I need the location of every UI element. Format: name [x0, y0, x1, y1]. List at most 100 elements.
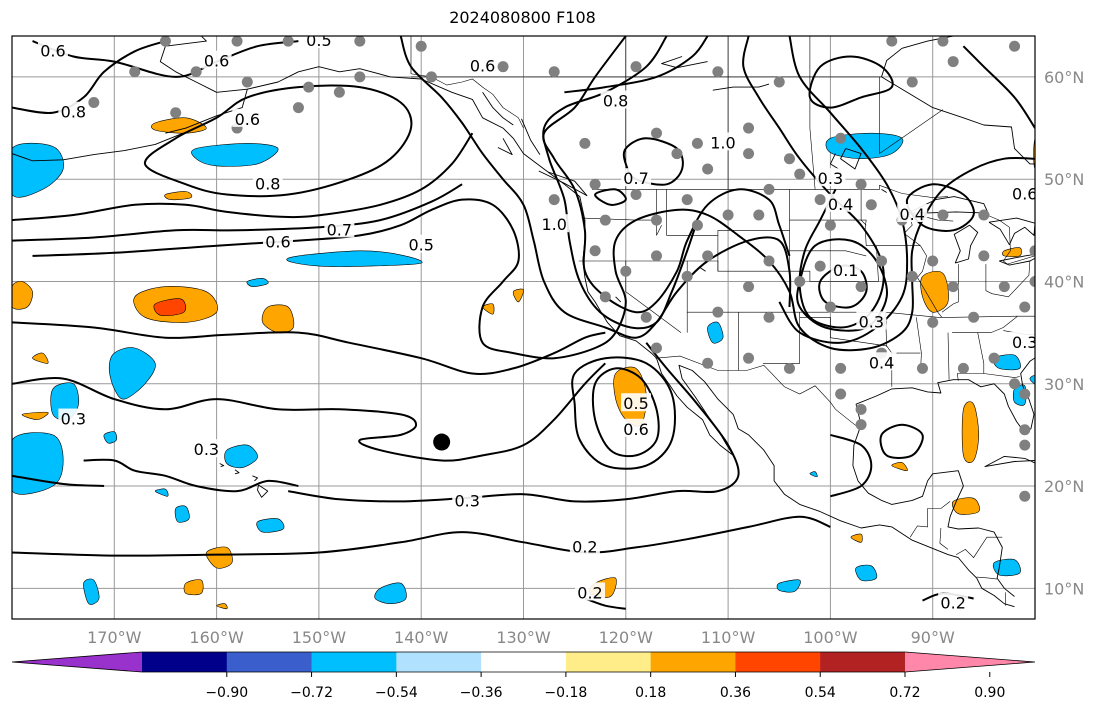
- lon-tick-label: 170°W: [87, 628, 142, 647]
- station-dot: [650, 342, 662, 354]
- axis-labels: 170°W 160°W 150°W 140°W 130°W 120°W 110°W 100°W…: [87, 68, 1084, 647]
- contour-label: 0.3: [61, 410, 86, 429]
- coastline: [615, 296, 622, 303]
- border-line: [983, 373, 1020, 378]
- anomaly-patch: [482, 303, 495, 315]
- station-dot: [548, 66, 560, 78]
- anomaly-patch: [891, 462, 908, 472]
- station-dot: [835, 362, 847, 374]
- contour-label: 0.6: [204, 52, 229, 71]
- contour-label-bg: [58, 101, 89, 120]
- coastline: [712, 83, 770, 91]
- station-dot: [1009, 378, 1021, 390]
- colorbar-tick-label: −0.72: [290, 685, 333, 701]
- lat-tick-label: 30°N: [1044, 375, 1084, 394]
- station-dot: [681, 194, 693, 206]
- coastline: [999, 253, 1035, 266]
- station-dot: [129, 66, 141, 78]
- contour-line: [962, 45, 1035, 129]
- station-dot: [1029, 275, 1035, 287]
- anomaly-patch: [809, 471, 818, 478]
- station-dot: [906, 76, 918, 88]
- contour-label: 0.3: [818, 169, 843, 188]
- lon-tick-label: 110°W: [701, 628, 756, 647]
- station-dot: [589, 245, 601, 257]
- station-dot: [783, 362, 795, 374]
- station-dot: [937, 209, 949, 221]
- anomaly-patch: [961, 401, 980, 463]
- anomaly-patch: [1033, 137, 1035, 170]
- station-dot: [763, 183, 775, 195]
- station-dot: [824, 219, 836, 231]
- anomaly-patch: [174, 505, 190, 523]
- contour-label: 0.3: [194, 440, 219, 459]
- station-dot: [886, 36, 898, 47]
- station-dot: [835, 388, 847, 400]
- contour-label: 0.4: [828, 195, 853, 214]
- anomaly-patch: [216, 603, 228, 610]
- station-dot: [783, 153, 795, 165]
- station-dot: [968, 311, 980, 323]
- station-dot: [702, 250, 714, 262]
- contour-line: [594, 188, 627, 206]
- contour-label-bg: [621, 393, 652, 412]
- station-dot: [855, 178, 867, 190]
- station-dot: [702, 357, 714, 369]
- contour-line: [879, 423, 924, 459]
- contour-labels: 0.6 0.5 0.6 0.8 0.6 0.8 0.7 0.6 0.5 0.6 0.8 1.0 0.7 1…: [37, 36, 1037, 613]
- anomaly-patch: [951, 497, 980, 515]
- station-dot: [722, 209, 734, 221]
- contour-line: [571, 356, 677, 470]
- station-dot: [640, 311, 652, 323]
- station-dot: [599, 214, 611, 226]
- contour-label: 0.6: [470, 57, 495, 76]
- contour-label-bg: [58, 408, 89, 427]
- station-dot: [824, 301, 836, 313]
- border-line: [917, 245, 943, 318]
- coastline: [257, 484, 269, 498]
- contour-label: 0.2: [572, 537, 597, 556]
- coastline: [247, 66, 1015, 608]
- station-dot: [876, 255, 888, 267]
- contour-label: 0.8: [603, 91, 628, 110]
- contour-label-bg: [866, 352, 897, 371]
- lon-tick-label: 130°W: [496, 628, 551, 647]
- coastline: [881, 36, 954, 78]
- anomaly-patch: [1029, 375, 1035, 385]
- contour-label-bg: [621, 168, 652, 187]
- station-dot: [589, 178, 601, 190]
- station-dot: [978, 209, 990, 221]
- contour-line: [144, 84, 413, 198]
- coastline: [219, 463, 225, 468]
- contour-label: 0.3: [859, 312, 884, 331]
- coastline: [497, 138, 513, 156]
- coastline: [482, 92, 514, 126]
- station-dot: [855, 403, 867, 415]
- station-dot: [988, 352, 1000, 364]
- colorbar-segment: [650, 652, 736, 672]
- colorbar-segment: [735, 652, 821, 672]
- coastline: [538, 170, 588, 197]
- anomaly-patch: [21, 411, 49, 420]
- contour-label: 0.5: [408, 236, 433, 255]
- contour-line: [564, 36, 709, 94]
- contour-label: 0.6: [1012, 185, 1037, 204]
- station-dots: [88, 36, 1035, 502]
- station-dot: [855, 281, 867, 293]
- coastline: [1056, 501, 1071, 506]
- border-line: [666, 189, 718, 236]
- anomaly-patch: [1002, 247, 1022, 258]
- station-dot: [159, 36, 171, 47]
- contour-label: 0.8: [61, 103, 86, 122]
- anomaly-patch: [12, 280, 33, 310]
- lon-tick-label: 100°W: [803, 628, 858, 647]
- station-dot: [773, 76, 785, 88]
- contour-label-bg: [574, 582, 605, 601]
- border-line: [789, 219, 867, 246]
- colorbar-tick-label: −0.36: [460, 685, 503, 701]
- contour-label-bg: [815, 168, 846, 187]
- anomaly-patch: [83, 578, 100, 605]
- station-dot: [927, 316, 939, 328]
- colorbar-outline: [11, 651, 1036, 673]
- station-dot: [282, 36, 294, 47]
